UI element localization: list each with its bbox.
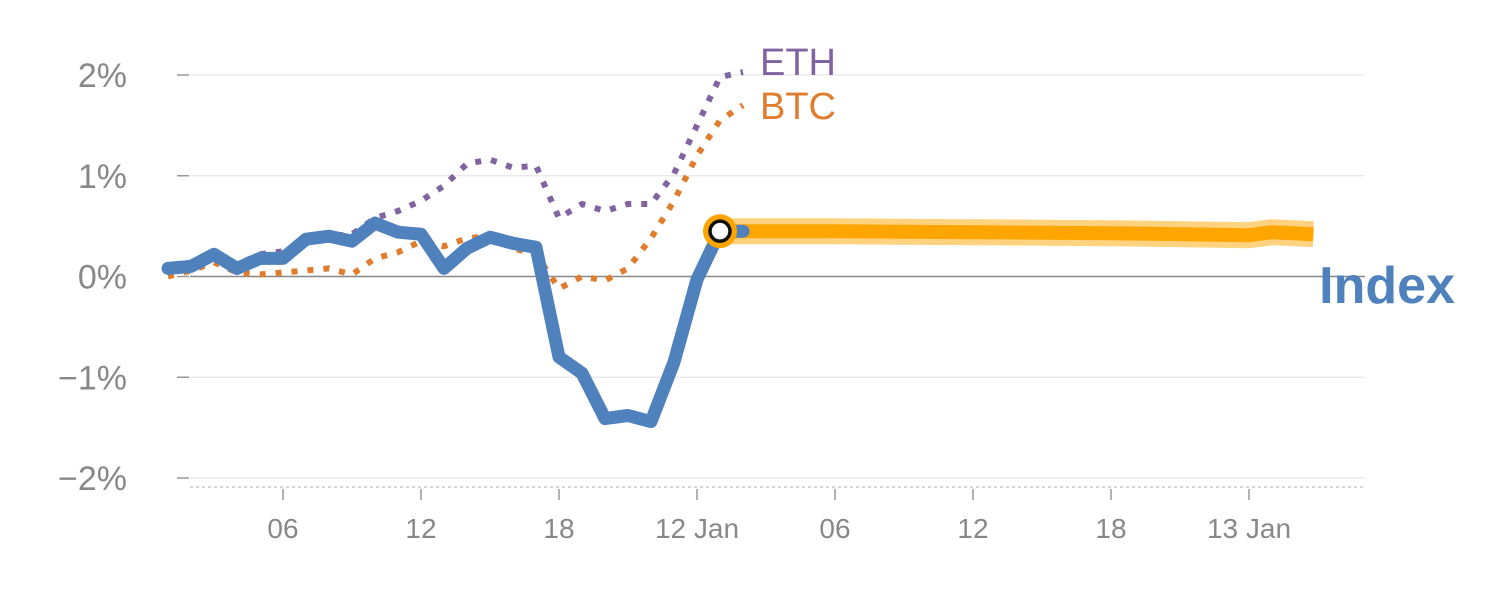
- y-tick-label: −2%: [58, 460, 127, 498]
- y-tick-label: 1%: [78, 158, 127, 196]
- y-tick-label: −1%: [58, 359, 127, 397]
- x-tick-label: 06: [267, 513, 298, 544]
- axis-layer: 2% 1% 0% −1% −2% 06 12 18 12 Jan 06 12 18 13 Jan: [58, 57, 1365, 544]
- x-tick-label: 13 Jan: [1207, 513, 1291, 544]
- series-layer: [161, 69, 1315, 429]
- x-tick-label: 06: [819, 513, 850, 544]
- series-label-eth: ETH: [760, 42, 836, 84]
- series-line-index: [161, 216, 750, 429]
- y-tick-label: 0%: [78, 259, 127, 297]
- y-tick-label: 2%: [78, 57, 127, 95]
- series-label-index: Index: [1319, 257, 1455, 315]
- x-tick-label: 18: [543, 513, 574, 544]
- x-tick-label: 18: [1095, 513, 1126, 544]
- series-line-btc: [167, 102, 745, 292]
- forecast-line: [720, 224, 1314, 243]
- series-line-eth: [167, 69, 744, 272]
- series-label-btc: BTC: [760, 86, 836, 128]
- x-tick-label: 12: [405, 513, 436, 544]
- x-tick-label: 12: [957, 513, 988, 544]
- grid-layer: [190, 74, 1365, 479]
- label-layer: ETH BTC Index: [760, 42, 1455, 315]
- x-tick-label: 12 Jan: [655, 513, 739, 544]
- current-marker-dot: [708, 219, 732, 243]
